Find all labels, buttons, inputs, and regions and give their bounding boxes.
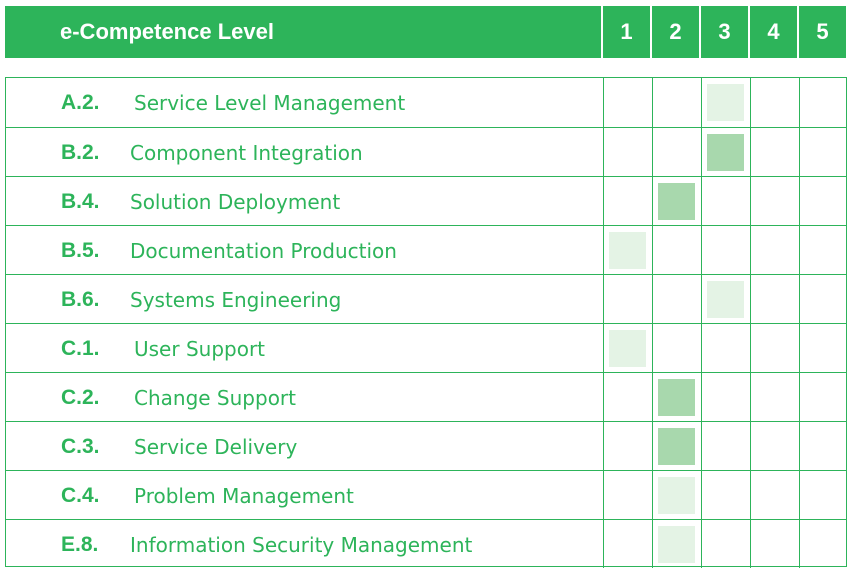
level-3-marker	[707, 281, 744, 318]
table-row: E.8. Information Security Management	[6, 519, 846, 568]
level-2-marker	[658, 183, 695, 220]
competence-code: B.6.	[61, 287, 100, 311]
level-header-2: 2	[652, 6, 699, 58]
level-header-4: 4	[750, 6, 797, 58]
column-divider	[701, 471, 702, 519]
level-2-marker	[658, 379, 695, 416]
column-divider	[603, 177, 604, 225]
competence-code: B.4.	[61, 189, 100, 213]
competence-code: E.8.	[61, 532, 99, 556]
competence-code: C.1.	[61, 336, 100, 360]
level-2-marker	[658, 428, 695, 465]
competence-table: A.2. Service Level Management B.2. Componen…	[5, 77, 847, 568]
competence-name: Documentation Production	[130, 238, 397, 263]
column-divider	[750, 373, 751, 421]
table-header: e-Competence Level 1 2 3 4 5	[5, 6, 847, 58]
level-3-marker	[707, 84, 744, 121]
column-divider	[603, 422, 604, 470]
competence-code: C.4.	[61, 483, 100, 507]
column-divider	[701, 128, 702, 176]
column-divider	[799, 226, 800, 274]
column-divider	[799, 177, 800, 225]
competence-name: Change Support	[134, 385, 296, 410]
competence-code: B.2.	[61, 140, 100, 164]
table-row: B.6. Systems Engineering	[6, 274, 846, 323]
column-divider	[701, 422, 702, 470]
table-row: B.5. Documentation Production	[6, 225, 846, 274]
level-1-marker	[609, 232, 646, 269]
column-divider	[799, 78, 800, 127]
table-row: B.2. Component Integration	[6, 127, 846, 176]
column-divider	[799, 275, 800, 323]
column-divider	[603, 471, 604, 519]
column-divider	[799, 324, 800, 372]
column-divider	[652, 177, 653, 225]
level-3-marker	[707, 134, 744, 171]
column-divider	[750, 324, 751, 372]
column-divider	[750, 177, 751, 225]
column-divider	[750, 275, 751, 323]
column-divider	[750, 520, 751, 568]
column-divider	[603, 78, 604, 127]
column-divider	[750, 78, 751, 127]
table-row: C.3. Service Delivery	[6, 421, 846, 470]
competence-name: Information Security Management	[130, 532, 473, 557]
competence-code: C.3.	[61, 434, 100, 458]
competence-code: A.2.	[61, 90, 100, 114]
column-divider	[652, 128, 653, 176]
column-divider	[701, 275, 702, 323]
column-divider	[701, 177, 702, 225]
column-divider	[799, 373, 800, 421]
competence-name: Problem Management	[134, 483, 354, 508]
column-divider	[652, 324, 653, 372]
column-divider	[652, 226, 653, 274]
table-row: B.4. Solution Deployment	[6, 176, 846, 225]
level-header-5: 5	[799, 6, 846, 58]
column-divider	[603, 275, 604, 323]
level-header-1: 1	[603, 6, 650, 58]
column-divider	[799, 128, 800, 176]
competence-name: Service Level Management	[134, 90, 406, 115]
competence-code: B.5.	[61, 238, 100, 262]
level-header-3: 3	[701, 6, 748, 58]
column-divider	[603, 226, 604, 274]
column-divider	[799, 471, 800, 519]
level-2-marker	[658, 526, 695, 563]
competence-name: Component Integration	[130, 140, 363, 165]
column-divider	[750, 422, 751, 470]
header-title: e-Competence Level	[5, 6, 601, 58]
column-divider	[603, 520, 604, 568]
competence-name: User Support	[134, 336, 266, 361]
column-divider	[603, 373, 604, 421]
table-row: A.2. Service Level Management	[6, 78, 846, 127]
level-2-marker	[658, 477, 695, 514]
column-divider	[750, 128, 751, 176]
column-divider	[652, 78, 653, 127]
competence-name: Solution Deployment	[130, 189, 341, 214]
column-divider	[701, 226, 702, 274]
column-divider	[603, 324, 604, 372]
column-divider	[750, 471, 751, 519]
table-row: C.1. User Support	[6, 323, 846, 372]
competence-code: C.2.	[61, 385, 100, 409]
competence-name: Service Delivery	[134, 434, 298, 459]
column-divider	[701, 520, 702, 568]
table-row: C.2. Change Support	[6, 372, 846, 421]
column-divider	[652, 471, 653, 519]
column-divider	[652, 373, 653, 421]
table-row: C.4. Problem Management	[6, 470, 846, 519]
column-divider	[750, 226, 751, 274]
level-1-marker	[609, 330, 646, 367]
column-divider	[701, 373, 702, 421]
column-divider	[652, 422, 653, 470]
column-divider	[701, 324, 702, 372]
column-divider	[701, 78, 702, 127]
column-divider	[603, 128, 604, 176]
column-divider	[799, 520, 800, 568]
competence-name: Systems Engineering	[130, 287, 342, 312]
column-divider	[652, 520, 653, 568]
column-divider	[799, 422, 800, 470]
column-divider	[652, 275, 653, 323]
